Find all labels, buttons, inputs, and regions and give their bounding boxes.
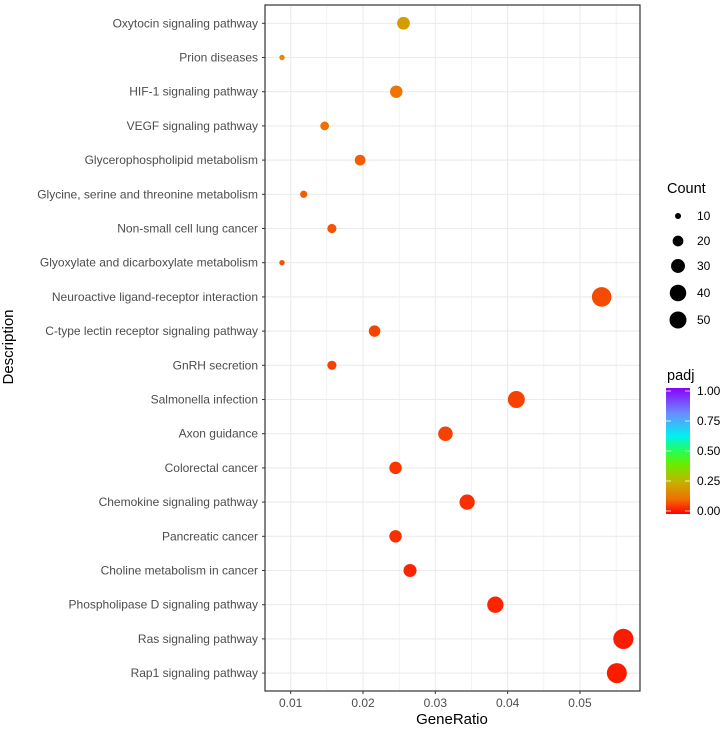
- grid-lines: [265, 5, 640, 691]
- x-tick-label: 0.03: [424, 696, 448, 710]
- data-point: [507, 391, 525, 408]
- y-tick-label: Choline metabolism in cancer: [101, 564, 258, 578]
- y-tick-label: Phospholipase D signaling pathway: [69, 598, 258, 612]
- x-tick-label: 0.05: [568, 696, 592, 710]
- data-point: [487, 596, 504, 613]
- data-point: [368, 325, 381, 337]
- color-legend-label: 0.00: [697, 504, 721, 518]
- x-axis: 0.01 0.02 0.03 0.04 0.05: [279, 691, 592, 710]
- x-tick-label: 0.04: [496, 696, 520, 710]
- color-legend-label: 0.75: [697, 414, 721, 428]
- data-point: [354, 154, 366, 166]
- y-tick-label: Oxytocin signaling pathway: [113, 16, 258, 30]
- size-legend-key: [671, 259, 685, 273]
- size-legend-label: 10: [697, 209, 711, 223]
- data-point: [606, 663, 627, 684]
- y-tick-label: Axon guidance: [179, 427, 259, 441]
- y-tick-label: Salmonella infection: [151, 393, 258, 407]
- color-legend-label: 1.00: [697, 384, 721, 398]
- y-tick-label: Glyoxylate and dicarboxylate metabolism: [40, 256, 258, 270]
- size-legend-title: Count: [667, 181, 706, 197]
- y-tick-label: C-type lectin receptor signaling pathway: [45, 324, 258, 338]
- data-point: [279, 54, 285, 61]
- y-tick-label: Glycine, serine and threonine metabolism: [37, 187, 258, 201]
- y-tick-label: Pancreatic cancer: [162, 529, 258, 543]
- data-point: [397, 16, 410, 30]
- x-tick-label: 0.01: [279, 696, 303, 710]
- data-point: [390, 85, 403, 98]
- data-point: [327, 223, 337, 234]
- x-tick-label: 0.02: [351, 696, 375, 710]
- size-legend-label: 40: [697, 286, 711, 300]
- data-point: [438, 426, 453, 441]
- color-legend-label: 0.50: [697, 444, 721, 458]
- data-point: [459, 494, 475, 510]
- size-legend-key: [669, 311, 687, 329]
- y-tick-label: Rap1 signaling pathway: [131, 666, 258, 680]
- y-axis-title: Description: [0, 309, 17, 384]
- y-tick-label: Glycerophospholipid metabolism: [85, 153, 258, 167]
- color-legend-title: padj: [667, 368, 694, 384]
- y-tick-label: Chemokine signaling pathway: [99, 495, 258, 509]
- size-legend-key: [669, 284, 687, 302]
- y-tick-label: GnRH secretion: [173, 358, 258, 372]
- y-tick-label: Neuroactive ligand-receptor interaction: [52, 290, 258, 304]
- y-tick-label: Ras signaling pathway: [138, 632, 258, 646]
- color-legend-label: 0.25: [697, 474, 721, 488]
- plot-panel: [265, 5, 640, 691]
- panel-border: [264, 4, 641, 692]
- data-point: [279, 260, 285, 266]
- size-legend-label: 30: [697, 259, 711, 273]
- y-tick-label: HIF-1 signaling pathway: [129, 85, 258, 99]
- x-axis-title: GeneRatio: [416, 711, 488, 728]
- y-tick-label: VEGF signaling pathway: [127, 119, 258, 133]
- data-point: [320, 121, 330, 131]
- data-point: [327, 360, 337, 370]
- data-point: [389, 530, 402, 543]
- y-axis: Oxytocin signaling pathway Prion diseases…: [37, 16, 265, 680]
- data-points: [279, 16, 634, 684]
- data-point: [613, 628, 634, 649]
- size-legend: Count 10 20 30 40 50: [667, 181, 711, 329]
- color-legend: padj 1.00 0.75 0.50 0.25 0.00: [666, 368, 721, 518]
- size-legend-label: 50: [697, 313, 711, 327]
- data-point: [403, 563, 417, 578]
- data-point: [591, 287, 612, 307]
- size-legend-key: [672, 235, 684, 247]
- data-point: [300, 190, 308, 198]
- y-tick-label: Prion diseases: [179, 51, 258, 65]
- y-tick-label: Non-small cell lung cancer: [117, 222, 258, 236]
- size-legend-label: 20: [697, 234, 711, 248]
- y-tick-label: Colorectal cancer: [165, 461, 258, 475]
- size-legend-key: [674, 212, 682, 220]
- data-point: [389, 461, 402, 475]
